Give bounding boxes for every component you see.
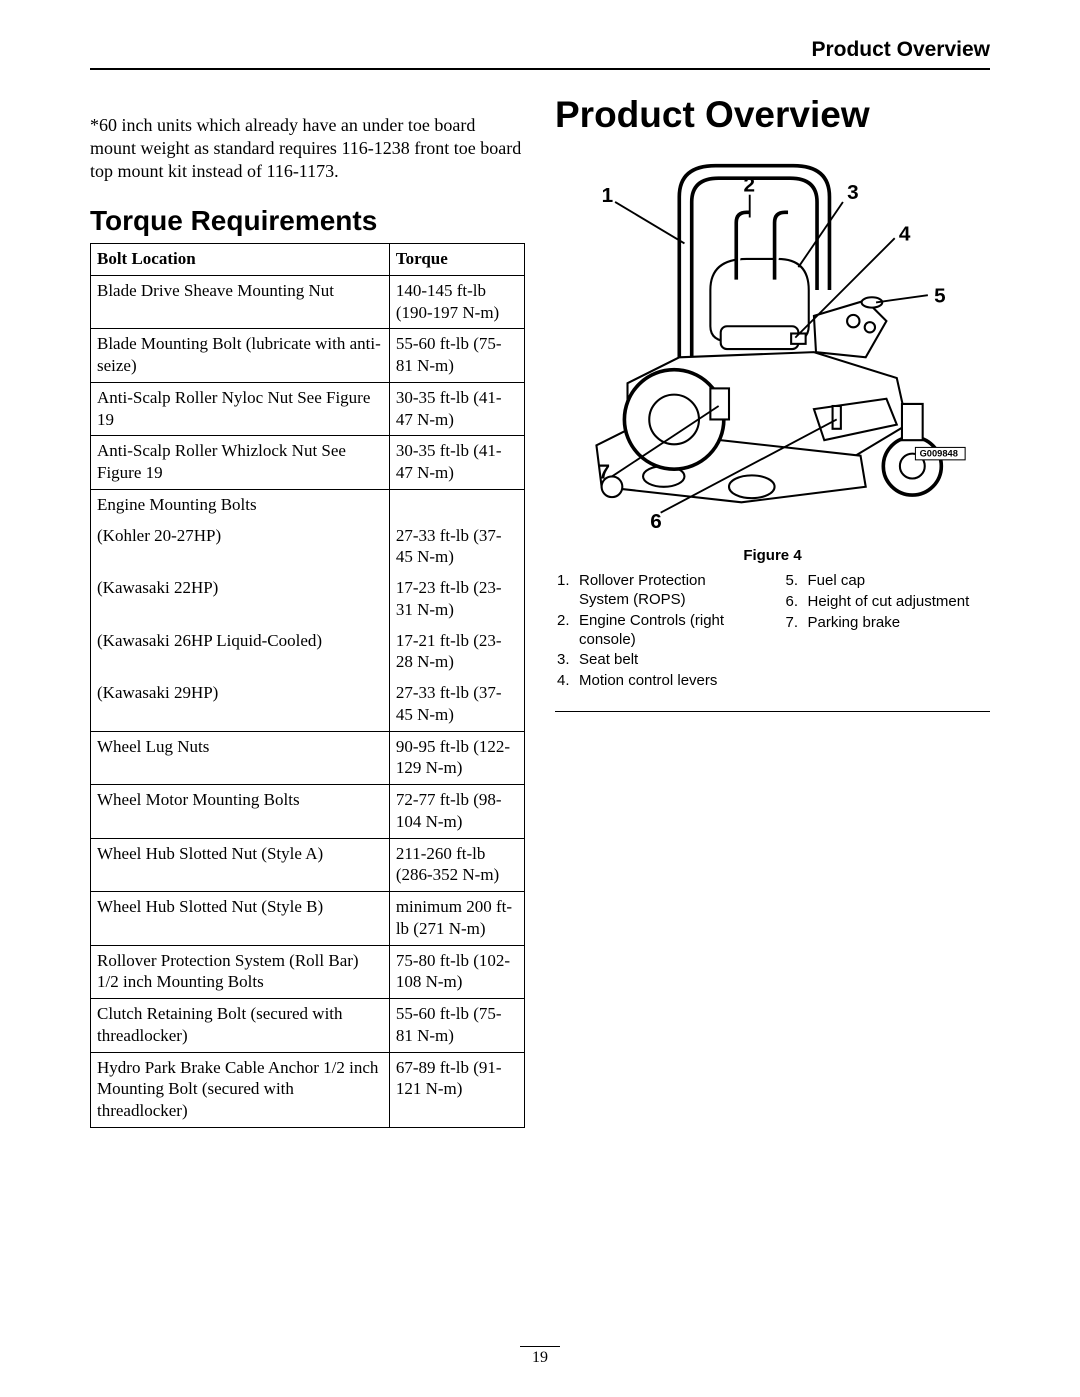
table-row: Anti-Scalp Roller Nyloc Nut See Figure 1… [91,382,525,436]
callout-3: 3 [847,181,859,204]
legend-item: Rollover Protection System (ROPS) [579,572,760,610]
table-row: Wheel Hub Slotted Nut (Style B)minimum 2… [91,892,525,946]
table-row: Anti-Scalp Roller Whizlock Nut See Figur… [91,436,525,490]
callout-2: 2 [744,173,756,196]
table-row: Engine Mounting Bolts [91,489,525,520]
callout-1: 1 [602,184,614,207]
table-row: Wheel Lug Nuts90-95 ft-lb (122-129 N-m) [91,731,525,785]
th-torque: Torque [389,244,524,276]
figure-legend: 1.Rollover Protection System (ROPS) 2.En… [555,572,990,703]
legend-divider [555,711,990,712]
table-row: (Kawasaki 22HP)17-23 ft-lb (23-31 N-m) [91,573,525,626]
table-row: Wheel Motor Mounting Bolts72-77 ft-lb (9… [91,785,525,839]
legend-item: Seat belt [579,651,638,670]
figure-4: 1 2 3 4 5 6 7 G009848 Figure 4 [555,145,990,565]
page-number: 19 [0,1346,1080,1367]
callout-6: 6 [650,510,662,533]
table-row: (Kawasaki 26HP Liquid-Cooled)17-21 ft-lb… [91,626,525,679]
figure-gnumber: G009848 [920,449,958,459]
footnote-paragraph: *60 inch units which already have an und… [90,114,525,183]
legend-item: Fuel cap [808,572,866,591]
right-column: Product Overview [555,96,990,1128]
table-row: Rollover Protection System (Roll Bar) 1/… [91,945,525,999]
table-row: Wheel Hub Slotted Nut (Style A)211-260 f… [91,838,525,892]
section-title: Product Overview [555,96,990,135]
table-row: Clutch Retaining Bolt (secured with thre… [91,999,525,1053]
mower-illustration: 1 2 3 4 5 6 7 G009848 [555,145,990,539]
torque-heading: Torque Requirements [90,205,525,237]
left-column: *60 inch units which already have an und… [90,96,525,1128]
legend-item: Height of cut adjustment [808,593,970,612]
running-header: Product Overview [90,38,990,70]
table-row: (Kawasaki 29HP)27-33 ft-lb (37-45 N-m) [91,678,525,731]
torque-table: Bolt Location Torque Blade Drive Sheave … [90,243,525,1128]
table-row: Blade Drive Sheave Mounting Nut140-145 f… [91,275,525,329]
legend-item: Motion control levers [579,672,717,691]
table-row: (Kohler 20-27HP)27-33 ft-lb (37-45 N-m) [91,521,525,574]
table-row: Hydro Park Brake Cable Anchor 1/2 inch M… [91,1052,525,1127]
callout-7: 7 [599,460,611,483]
legend-item: Engine Controls (right console) [579,612,760,650]
table-row: Blade Mounting Bolt (lubricate with anti… [91,329,525,383]
callout-5: 5 [934,284,946,307]
figure-caption: Figure 4 [555,547,990,564]
callout-4: 4 [899,222,911,245]
legend-item: Parking brake [808,614,901,633]
th-bolt-location: Bolt Location [91,244,390,276]
